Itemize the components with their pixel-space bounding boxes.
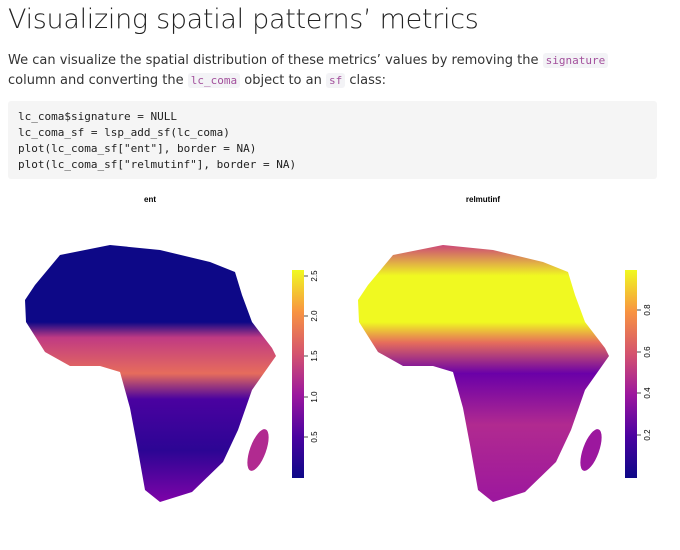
inline-code: sf (325, 73, 346, 88)
text: object to an (240, 73, 326, 88)
colorbar-label: 1.5 (310, 350, 319, 362)
heading: Visualizing spatial patterns’ metrics (8, 4, 479, 35)
code-line: plot(lc_coma_sf["relmutinf"], border = N… (18, 158, 297, 171)
map (25, 245, 276, 502)
figures: ent 0.5 1.0 1.5 2.0 2.5 relmutinf 0.2 0.… (25, 195, 652, 502)
colorbar-label: 2.5 (310, 270, 319, 282)
text: class: (345, 73, 387, 88)
colorbar (625, 270, 637, 478)
colorbar (292, 270, 304, 478)
code-block: lc_coma$signature = NULL lc_coma_sf = ls… (8, 101, 657, 179)
code-line: lc_coma_sf = lsp_add_sf(lc_coma) (18, 126, 230, 139)
colorbar-ticks (304, 275, 308, 438)
inline-code: signature (542, 53, 609, 68)
colorbar-ticks (637, 309, 641, 436)
colorbar-label: 0.2 (643, 429, 652, 441)
text: We can visualize the spatial distributio… (8, 53, 543, 68)
code-line: lc_coma$signature = NULL (18, 110, 177, 123)
figure-title: relmutinf (466, 195, 501, 204)
colorbar-label: 2.0 (310, 310, 319, 322)
code-line: plot(lc_coma_sf["ent"], border = NA) (18, 142, 257, 155)
colorbar-label: 0.5 (310, 431, 319, 443)
inline-code: lc_coma (187, 73, 241, 88)
figure-title: ent (144, 195, 156, 204)
paragraph: We can visualize the spatial distributio… (8, 51, 658, 91)
colorbar-label: 0.4 (643, 387, 652, 399)
colorbar-label: 0.6 (643, 346, 652, 358)
text: column and converting the (8, 73, 188, 88)
colorbar-label: 1.0 (310, 391, 319, 403)
map (358, 245, 609, 502)
colorbar-label: 0.8 (643, 304, 652, 316)
